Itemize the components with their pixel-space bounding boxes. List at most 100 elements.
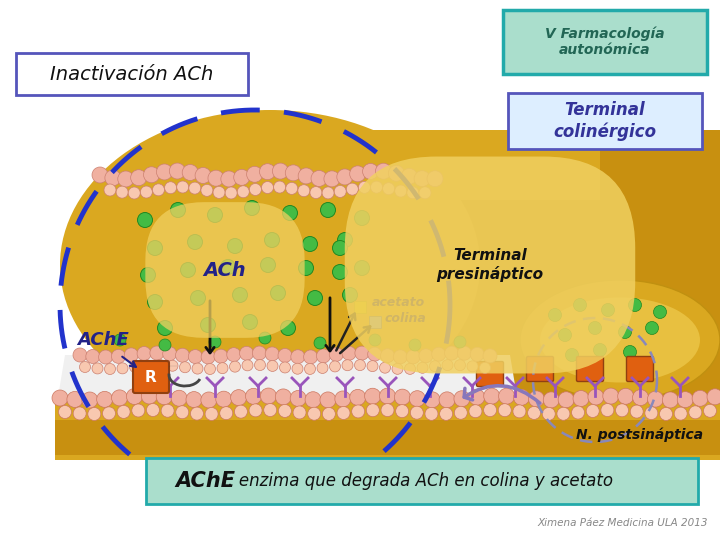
- Circle shape: [454, 391, 470, 407]
- Circle shape: [484, 388, 500, 404]
- Circle shape: [573, 390, 589, 407]
- Circle shape: [233, 287, 248, 302]
- Circle shape: [364, 388, 381, 404]
- Circle shape: [235, 405, 248, 418]
- Circle shape: [343, 287, 358, 302]
- Circle shape: [330, 361, 341, 372]
- Circle shape: [419, 349, 433, 363]
- Circle shape: [267, 360, 278, 372]
- Circle shape: [265, 347, 279, 361]
- Circle shape: [242, 360, 253, 371]
- Circle shape: [148, 294, 163, 309]
- Circle shape: [593, 343, 606, 356]
- Circle shape: [117, 406, 130, 419]
- Circle shape: [424, 392, 440, 408]
- Circle shape: [528, 407, 541, 420]
- Circle shape: [678, 392, 693, 408]
- Circle shape: [624, 346, 636, 359]
- Circle shape: [264, 403, 276, 416]
- Circle shape: [245, 200, 259, 215]
- Circle shape: [158, 321, 173, 335]
- Circle shape: [380, 349, 395, 363]
- Circle shape: [470, 347, 484, 361]
- Circle shape: [454, 336, 466, 348]
- Circle shape: [359, 181, 370, 193]
- Circle shape: [337, 407, 350, 420]
- Circle shape: [247, 166, 263, 183]
- Circle shape: [342, 346, 356, 360]
- Circle shape: [334, 185, 346, 198]
- Circle shape: [187, 234, 202, 249]
- Ellipse shape: [540, 298, 700, 382]
- Circle shape: [544, 392, 559, 408]
- Circle shape: [305, 363, 315, 374]
- Circle shape: [271, 286, 286, 300]
- Circle shape: [366, 404, 379, 417]
- Circle shape: [261, 258, 276, 273]
- Circle shape: [182, 165, 198, 180]
- Circle shape: [440, 407, 453, 420]
- FancyBboxPatch shape: [526, 356, 554, 381]
- Circle shape: [316, 349, 330, 363]
- Circle shape: [379, 388, 395, 404]
- Circle shape: [112, 390, 127, 406]
- Circle shape: [427, 171, 443, 187]
- Text: Ximena Páez Medicina ULA 2013: Ximena Páez Medicina ULA 2013: [538, 518, 708, 528]
- Circle shape: [392, 363, 403, 374]
- Circle shape: [138, 213, 153, 227]
- Circle shape: [240, 346, 253, 360]
- Circle shape: [442, 360, 453, 370]
- Circle shape: [322, 187, 334, 199]
- Circle shape: [128, 187, 140, 199]
- Circle shape: [707, 389, 720, 405]
- Circle shape: [498, 404, 511, 417]
- Circle shape: [176, 348, 189, 362]
- Circle shape: [354, 360, 366, 370]
- FancyBboxPatch shape: [146, 458, 698, 504]
- Circle shape: [96, 392, 112, 407]
- Circle shape: [165, 182, 176, 194]
- Circle shape: [201, 350, 215, 364]
- Text: Terminal
presináptico: Terminal presináptico: [436, 248, 544, 282]
- Circle shape: [189, 349, 202, 363]
- Circle shape: [630, 405, 643, 418]
- Circle shape: [167, 360, 178, 371]
- Circle shape: [454, 406, 467, 419]
- Circle shape: [388, 165, 405, 181]
- Circle shape: [214, 349, 228, 363]
- Circle shape: [161, 404, 174, 417]
- Circle shape: [207, 207, 222, 222]
- Circle shape: [703, 404, 716, 417]
- Circle shape: [480, 362, 490, 373]
- Circle shape: [216, 391, 232, 407]
- Circle shape: [104, 363, 115, 375]
- Polygon shape: [55, 420, 720, 455]
- Circle shape: [354, 260, 369, 275]
- Circle shape: [549, 308, 562, 321]
- Circle shape: [401, 168, 417, 184]
- Circle shape: [220, 260, 235, 274]
- Circle shape: [588, 389, 604, 405]
- Circle shape: [484, 403, 497, 417]
- Circle shape: [213, 186, 225, 198]
- Circle shape: [259, 164, 276, 180]
- Text: V Farmacología
autonómica: V Farmacología autonómica: [545, 26, 665, 57]
- Circle shape: [406, 350, 420, 364]
- Circle shape: [616, 404, 629, 417]
- Circle shape: [314, 337, 326, 349]
- Circle shape: [179, 362, 191, 373]
- Circle shape: [645, 407, 658, 420]
- Circle shape: [102, 407, 115, 420]
- Circle shape: [483, 349, 497, 363]
- FancyBboxPatch shape: [577, 356, 603, 381]
- Circle shape: [660, 408, 672, 421]
- FancyBboxPatch shape: [508, 93, 702, 149]
- FancyBboxPatch shape: [626, 356, 654, 381]
- Circle shape: [559, 328, 572, 341]
- Circle shape: [130, 170, 147, 186]
- Circle shape: [588, 321, 601, 334]
- Circle shape: [333, 240, 348, 255]
- Circle shape: [82, 392, 98, 408]
- Circle shape: [692, 390, 708, 406]
- Circle shape: [324, 171, 340, 187]
